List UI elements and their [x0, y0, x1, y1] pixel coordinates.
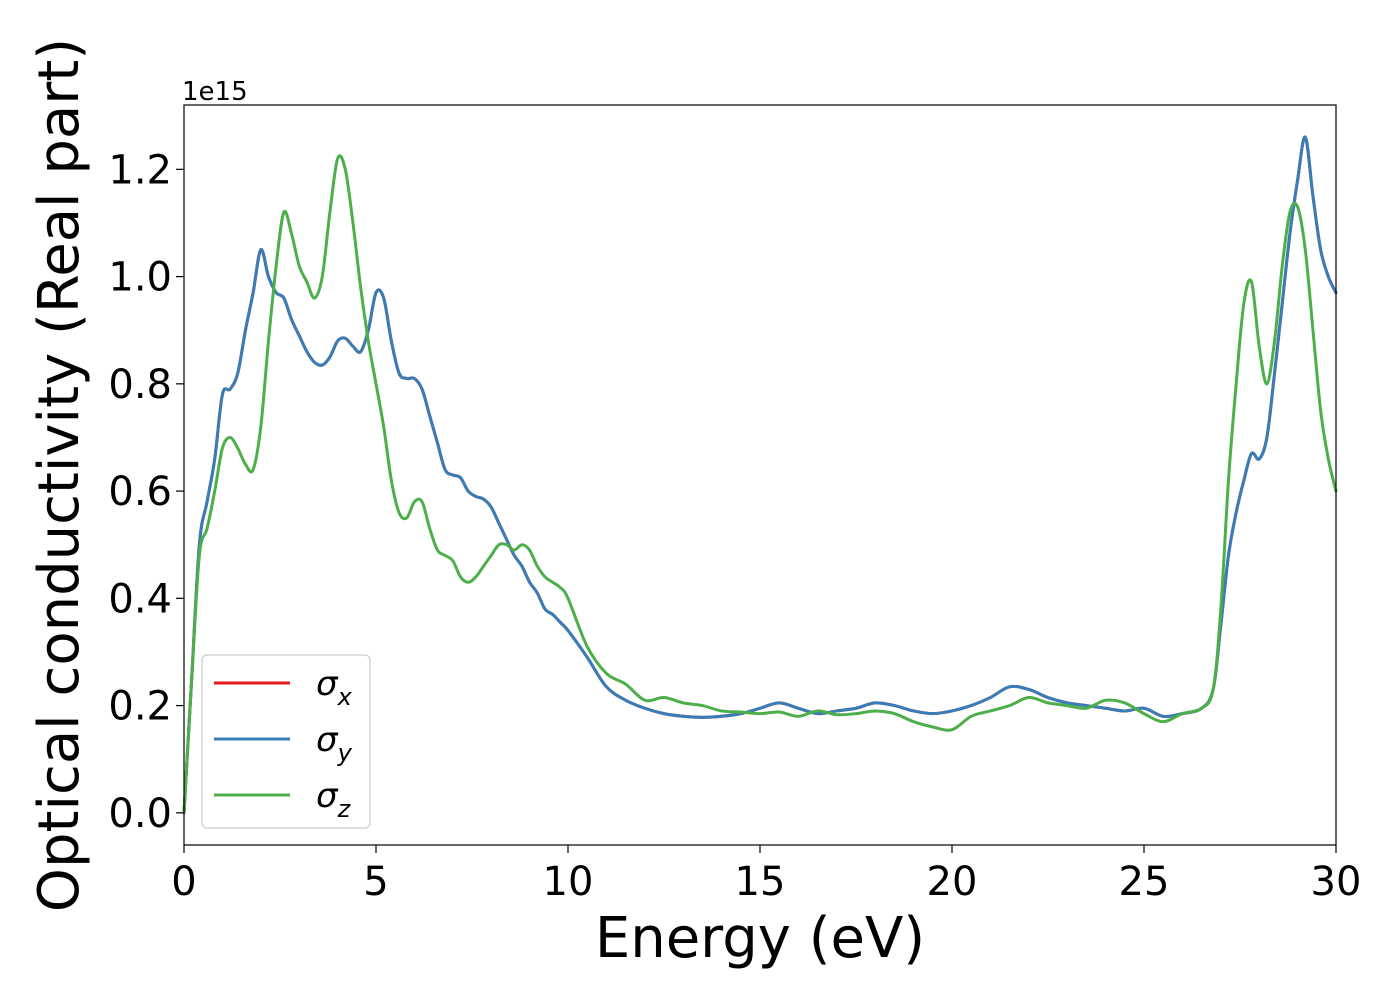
y-tick-label: 0.2	[108, 684, 172, 730]
legend: σx σy σz	[201, 654, 371, 829]
x-axis-ticks: 0 5 10 15 20 25 30	[171, 845, 1361, 905]
series-layer	[182, 135, 1338, 815]
x-tick-label: 20	[927, 859, 978, 905]
x-tick-label: 25	[1119, 859, 1170, 905]
y-axis-ticks: 0.0 0.2 0.4 0.6 0.8 1.0 1.2	[108, 147, 184, 837]
y-tick-label: 0.8	[108, 362, 172, 408]
y-tick-label: 1.2	[108, 147, 172, 193]
legend-entries: σx σy σz	[214, 664, 353, 823]
y-tick-label: 0.6	[108, 469, 172, 515]
y-axis-title: Optical conductivity (Real part)	[27, 38, 92, 912]
plot-area-background	[184, 105, 1336, 845]
legend-label: σz	[316, 776, 352, 823]
legend-label: σy	[316, 720, 353, 767]
x-tick-label: 30	[1311, 859, 1362, 905]
y-tick-label: 0.4	[108, 576, 172, 622]
y-tick-label: 0.0	[108, 791, 172, 837]
x-tick-label: 0	[171, 859, 196, 905]
y-tick-label: 1.0	[108, 255, 172, 301]
x-tick-label: 15	[735, 859, 786, 905]
legend-label: σx	[316, 664, 353, 711]
legend-box	[201, 654, 371, 829]
x-tick-label: 10	[543, 859, 594, 905]
x-axis-title: Energy (eV)	[595, 906, 925, 971]
series-line-3	[182, 154, 1338, 815]
y-offset-label: 1e15	[182, 77, 248, 107]
x-tick-label: 5	[363, 859, 388, 905]
